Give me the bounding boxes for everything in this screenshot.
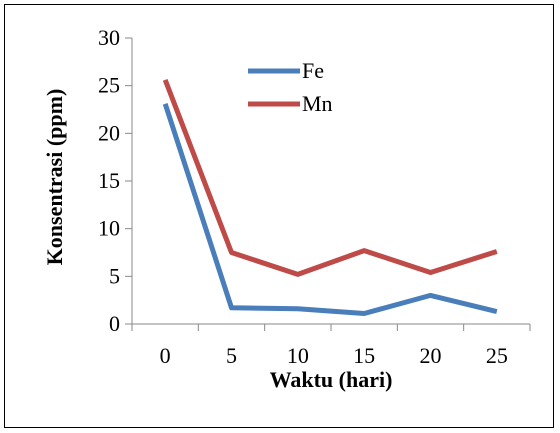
x-axis-title: Waktu (hari) xyxy=(270,367,393,392)
y-tick-label: 5 xyxy=(109,263,120,288)
y-tick-label: 30 xyxy=(98,25,120,50)
legend-label-fe: Fe xyxy=(302,58,324,83)
legend-label-mn: Mn xyxy=(302,91,333,116)
series-line-fe xyxy=(162,103,498,316)
y-tick-label: 20 xyxy=(98,120,120,145)
x-tick-label: 20 xyxy=(420,343,442,368)
x-tick-label: 25 xyxy=(486,343,508,368)
x-tick-label: 5 xyxy=(226,343,237,368)
y-ticks: 0 5 10 15 20 25 30 xyxy=(98,25,132,336)
y-tick-label: 0 xyxy=(109,311,120,336)
x-tick-label: 15 xyxy=(353,343,375,368)
y-tick-label: 15 xyxy=(98,168,120,193)
x-ticks: 0 5 10 15 20 25 xyxy=(131,324,531,368)
chart-frame xyxy=(4,4,554,428)
y-tick-label: 10 xyxy=(98,216,120,241)
series-lines xyxy=(162,79,498,316)
legend: Fe Mn xyxy=(248,58,333,116)
y-axis-title: Konsentrasi (ppm) xyxy=(42,89,67,266)
series-line-mn xyxy=(162,79,498,277)
x-tick-label: 0 xyxy=(160,343,171,368)
y-tick-label: 25 xyxy=(98,73,120,98)
x-tick-label: 10 xyxy=(287,343,309,368)
